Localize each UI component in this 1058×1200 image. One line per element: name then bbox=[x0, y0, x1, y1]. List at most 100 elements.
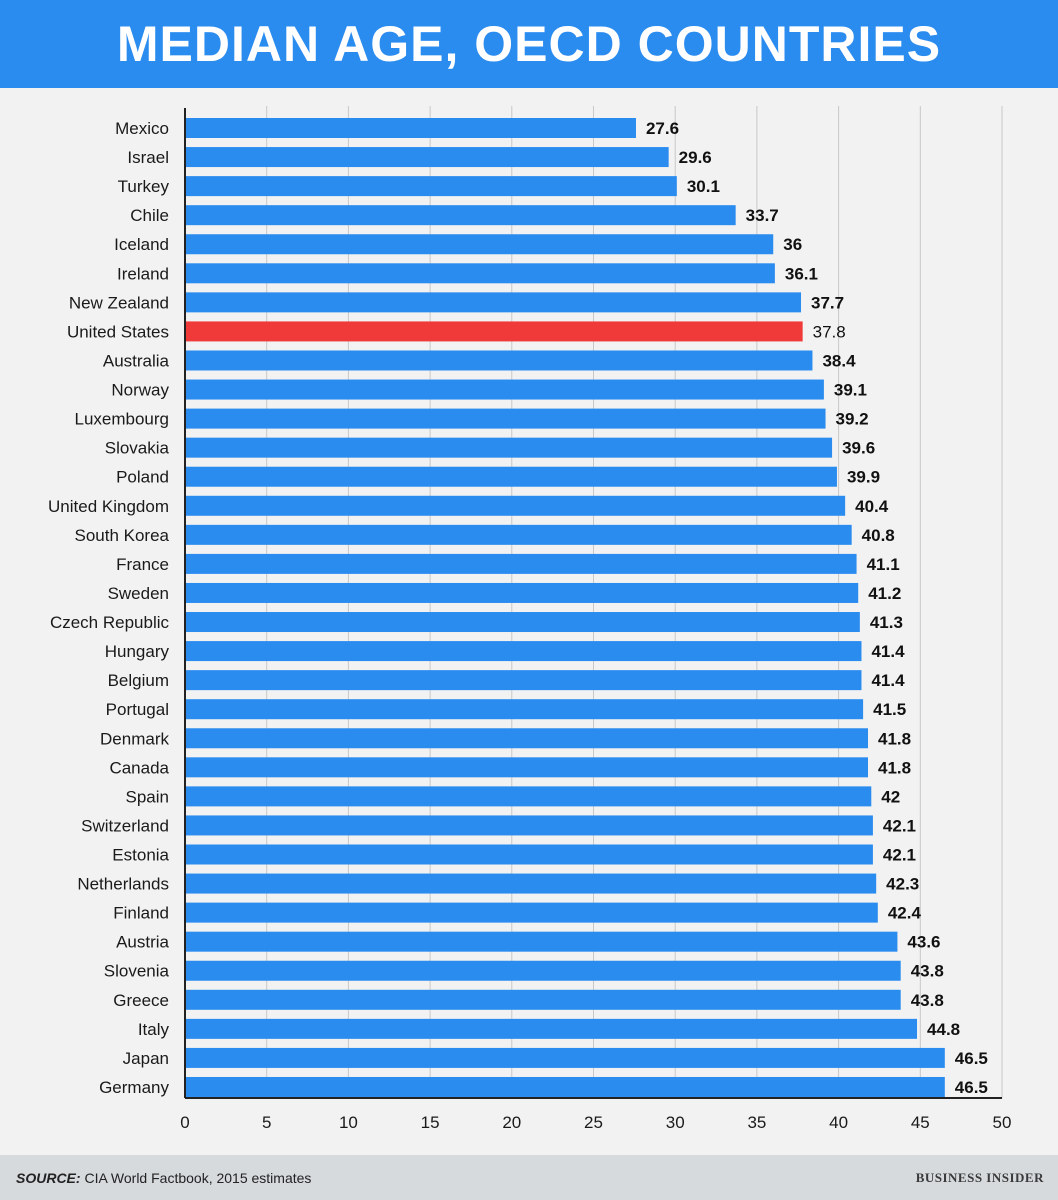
data-label: 27.6 bbox=[646, 119, 679, 138]
bar-chart: Mexico 27.6 Israel 29.6 Turkey 30.1 Chile 33.7 I… bbox=[48, 106, 1012, 1132]
data-label: 41.4 bbox=[871, 642, 905, 661]
bar-hungary bbox=[185, 641, 862, 662]
source-label: SOURCE: bbox=[16, 1170, 81, 1186]
category-label: Poland bbox=[116, 468, 169, 487]
data-label: 37.7 bbox=[811, 293, 844, 312]
category-label: Germany bbox=[99, 1078, 169, 1097]
x-tick-label: 20 bbox=[502, 1113, 521, 1132]
data-label: 41.8 bbox=[878, 758, 911, 777]
data-label: 41.3 bbox=[870, 613, 903, 632]
bar-austria bbox=[185, 931, 898, 952]
data-label: 29.6 bbox=[679, 148, 712, 167]
x-tick-label: 40 bbox=[829, 1113, 848, 1132]
x-tick-label: 0 bbox=[180, 1113, 189, 1132]
category-label: Czech Republic bbox=[50, 613, 170, 632]
bar-netherlands bbox=[185, 873, 877, 894]
category-label: Spain bbox=[126, 787, 169, 806]
bar-denmark bbox=[185, 728, 869, 749]
x-tick-label: 50 bbox=[993, 1113, 1012, 1132]
data-label: 37.8 bbox=[813, 322, 846, 341]
category-label: Mexico bbox=[115, 119, 169, 138]
bar-ireland bbox=[185, 263, 775, 284]
data-label: 43.6 bbox=[907, 933, 940, 952]
bar-united-kingdom bbox=[185, 495, 846, 516]
category-label: Greece bbox=[113, 991, 169, 1010]
bar-united-states bbox=[185, 321, 803, 342]
bar-portugal bbox=[185, 699, 864, 720]
bar-switzerland bbox=[185, 815, 873, 836]
source-note: SOURCE: CIA World Factbook, 2015 estimat… bbox=[16, 1170, 311, 1186]
bar-luxembourg bbox=[185, 408, 826, 429]
data-label: 41.8 bbox=[878, 729, 911, 748]
source-text: CIA World Factbook, 2015 estimates bbox=[84, 1170, 312, 1186]
bar-new-zealand bbox=[185, 292, 802, 313]
x-tick-label: 15 bbox=[421, 1113, 440, 1132]
x-tick-label: 10 bbox=[339, 1113, 358, 1132]
data-label: 40.8 bbox=[862, 526, 895, 545]
category-label: Slovenia bbox=[104, 962, 170, 981]
bar-chile bbox=[185, 205, 736, 226]
category-label: Sweden bbox=[108, 584, 169, 603]
data-label: 42 bbox=[881, 787, 900, 806]
category-label: Slovakia bbox=[105, 439, 170, 458]
data-label: 36.1 bbox=[785, 264, 818, 283]
category-label: New Zealand bbox=[69, 293, 169, 312]
data-label: 39.1 bbox=[834, 381, 867, 400]
bar-turkey bbox=[185, 176, 677, 197]
category-label: Portugal bbox=[106, 700, 169, 719]
x-tick-label: 25 bbox=[584, 1113, 603, 1132]
data-label: 40.4 bbox=[855, 497, 889, 516]
category-label: Chile bbox=[130, 206, 169, 225]
data-label: 33.7 bbox=[746, 206, 779, 225]
category-label: Canada bbox=[109, 758, 169, 777]
data-label: 41.5 bbox=[873, 700, 906, 719]
category-label: Austria bbox=[116, 933, 169, 952]
data-label: 41.4 bbox=[871, 671, 905, 690]
bar-poland bbox=[185, 466, 837, 487]
bar-belgium bbox=[185, 670, 862, 691]
x-tick-label: 45 bbox=[911, 1113, 930, 1132]
bar-germany bbox=[185, 1076, 945, 1097]
data-label: 46.5 bbox=[955, 1078, 988, 1097]
category-label: Italy bbox=[138, 1020, 170, 1039]
bar-south-korea bbox=[185, 524, 852, 545]
data-label: 42.1 bbox=[883, 816, 916, 835]
category-label: France bbox=[116, 555, 169, 574]
data-label: 43.8 bbox=[911, 962, 944, 981]
category-label: United States bbox=[67, 322, 169, 341]
category-label: Norway bbox=[111, 381, 169, 400]
data-label: 41.2 bbox=[868, 584, 901, 603]
bar-greece bbox=[185, 989, 901, 1010]
data-label: 46.5 bbox=[955, 1049, 988, 1068]
bar-australia bbox=[185, 350, 813, 371]
data-label: 43.8 bbox=[911, 991, 944, 1010]
bar-finland bbox=[185, 902, 878, 923]
footer: SOURCE: CIA World Factbook, 2015 estimat… bbox=[0, 1155, 1058, 1200]
category-label: Switzerland bbox=[81, 816, 169, 835]
category-label: Luxembourg bbox=[74, 410, 169, 429]
bar-italy bbox=[185, 1018, 918, 1039]
category-label: Estonia bbox=[112, 846, 169, 865]
data-label: 42.1 bbox=[883, 846, 916, 865]
bar-slovenia bbox=[185, 960, 901, 981]
category-label: Belgium bbox=[108, 671, 169, 690]
bar-czech-republic bbox=[185, 612, 860, 633]
category-label: Netherlands bbox=[77, 875, 169, 894]
x-tick-label: 35 bbox=[747, 1113, 766, 1132]
data-label: 42.4 bbox=[888, 904, 922, 923]
bar-spain bbox=[185, 786, 872, 807]
category-label: Turkey bbox=[118, 177, 170, 196]
data-label: 39.2 bbox=[836, 410, 869, 429]
bar-israel bbox=[185, 147, 669, 168]
bar-mexico bbox=[185, 118, 636, 138]
category-label: Australia bbox=[103, 351, 170, 370]
chart-header: MEDIAN AGE, OECD COUNTRIES bbox=[0, 0, 1058, 88]
category-label: Ireland bbox=[117, 264, 169, 283]
category-label: Denmark bbox=[100, 729, 169, 748]
data-label: 36 bbox=[783, 235, 802, 254]
data-label: 44.8 bbox=[927, 1020, 960, 1039]
bar-iceland bbox=[185, 234, 774, 255]
category-label: United Kingdom bbox=[48, 497, 169, 516]
data-label: 39.6 bbox=[842, 439, 875, 458]
category-label: Hungary bbox=[105, 642, 170, 661]
